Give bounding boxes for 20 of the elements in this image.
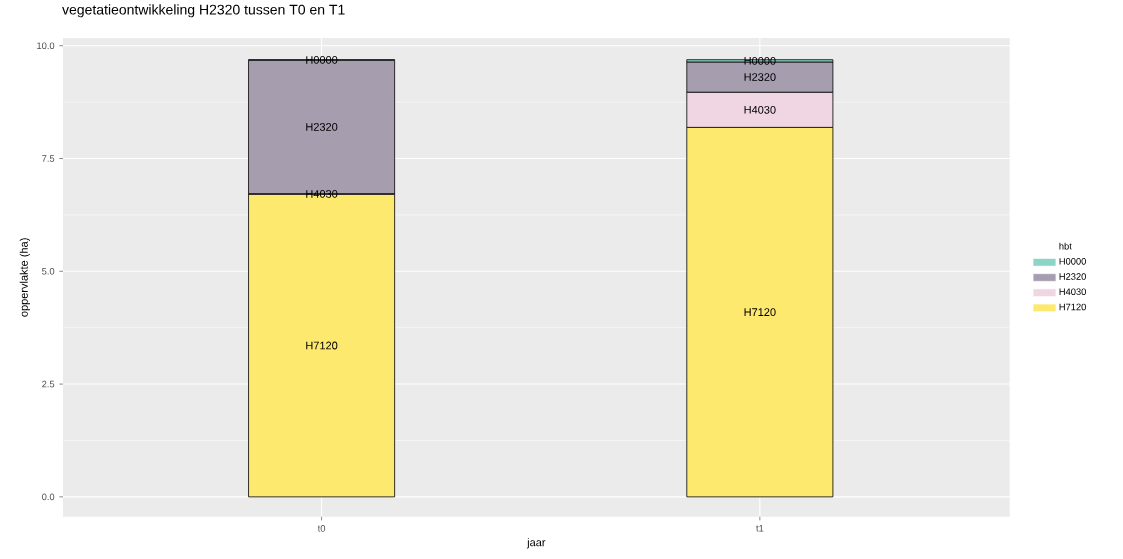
y-tick-label: 7.5 xyxy=(42,155,55,162)
x-tick-label: t0 xyxy=(317,525,326,532)
text: H2320 xyxy=(306,123,338,131)
text: H4030 xyxy=(744,105,776,114)
legend-label: H7120 xyxy=(1059,303,1086,311)
y-tick-label: 5.0 xyxy=(42,268,55,275)
legend-title: hbt xyxy=(1059,242,1072,250)
y-axis-title: oppervlakte (ha) xyxy=(19,238,30,317)
y-tick-label: 10.0 xyxy=(37,42,55,50)
text: H7120 xyxy=(306,341,338,350)
x-axis-title: jaar xyxy=(526,538,546,549)
y-tick-label: 0.0 xyxy=(42,493,55,501)
legend-label: H4030 xyxy=(1059,288,1086,296)
text: H7120 xyxy=(744,308,776,317)
y-tick-label: 2.5 xyxy=(42,380,55,388)
legend-label: H2320 xyxy=(1059,273,1086,280)
x-tick-label: t1 xyxy=(756,525,764,532)
text: H2320 xyxy=(744,73,776,81)
legend-label: H0000 xyxy=(1059,258,1086,265)
chart-title: vegetatieontwikkeling H2320 tussen T0 en T1 xyxy=(62,4,345,18)
